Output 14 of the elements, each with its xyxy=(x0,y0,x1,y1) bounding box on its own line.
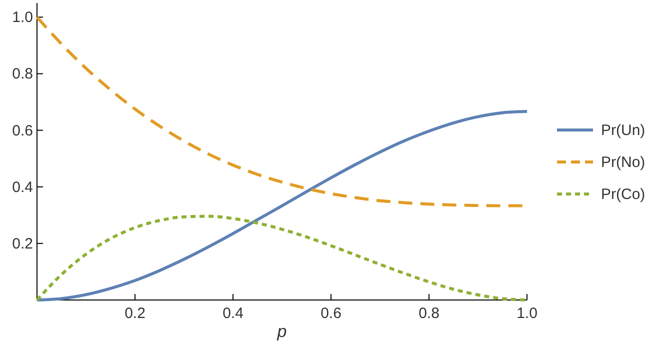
y-tick-label: 0.8 xyxy=(12,66,33,83)
y-tick-label: 0.4 xyxy=(12,178,33,196)
x-tick-label: 0.4 xyxy=(222,305,244,322)
x-tick-label: 0.6 xyxy=(320,305,342,322)
legend-label: Pr(Un) xyxy=(601,122,646,139)
x-tick-label: 0.2 xyxy=(124,305,146,322)
legend-label: Pr(No) xyxy=(601,154,646,171)
y-tick-label: 0.2 xyxy=(12,235,33,252)
y-tick-label: 1.0 xyxy=(12,9,33,26)
x-tick-label: 1.0 xyxy=(516,305,538,322)
y-tick-label: 0.6 xyxy=(12,122,33,140)
x-axis-title: p xyxy=(276,322,287,341)
legend-label: Pr(Co) xyxy=(601,186,646,203)
x-tick-label: 0.8 xyxy=(418,305,440,322)
